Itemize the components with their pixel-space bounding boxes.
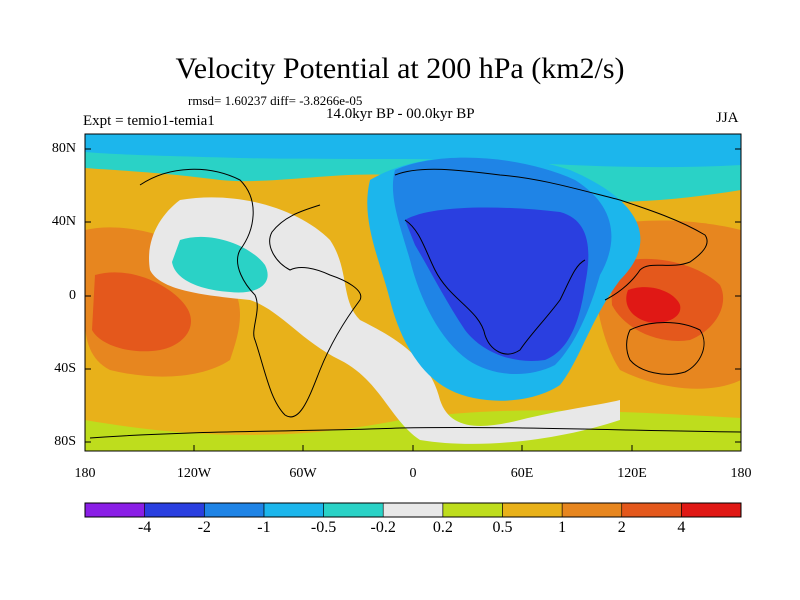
colorbar-swatch bbox=[681, 502, 742, 518]
colorbar-swatch bbox=[144, 502, 205, 518]
lon-ticks bbox=[84, 445, 742, 451]
lat-label-80n: 80N bbox=[51, 141, 76, 156]
colorbar-level-label: 2 bbox=[617, 519, 626, 536]
colorbar-level-label: -0.5 bbox=[310, 519, 337, 536]
rmsd-diff-stats: rmsd= 1.60237 diff= -3.8266e-05 bbox=[188, 93, 363, 108]
lon-label-120w: 120W bbox=[176, 466, 212, 481]
contour-band-4-west bbox=[92, 272, 191, 352]
lat-label-80s: 80S bbox=[54, 434, 76, 449]
lat-label-0: 0 bbox=[69, 288, 76, 303]
colorbar-swatch bbox=[203, 502, 265, 518]
colorbar-swatch bbox=[84, 502, 145, 518]
colorbar-level-label: -0.2 bbox=[370, 519, 396, 536]
lat-ticks bbox=[85, 148, 741, 443]
lon-label-60w: 60W bbox=[289, 466, 317, 481]
contour-fill-layer bbox=[85, 134, 741, 451]
lat-label-40s: 40S bbox=[54, 361, 76, 376]
period-label: 14.0kyr BP - 00.0kyr BP bbox=[326, 106, 475, 122]
contour-band-north-polar-inner bbox=[85, 134, 741, 168]
contour-band-atlantic-west bbox=[172, 236, 268, 293]
colorbar-level-label: 0.5 bbox=[492, 519, 513, 536]
lon-label-60e: 60E bbox=[510, 466, 534, 481]
colorbar-frame bbox=[84, 502, 742, 518]
colorbar-level-label: -4 bbox=[137, 519, 152, 536]
season-label: JJA bbox=[716, 110, 739, 126]
colorbar-swatch bbox=[561, 502, 623, 518]
contour-band-neutral-belt bbox=[149, 197, 620, 444]
colorbar bbox=[84, 502, 742, 518]
colorbar-level-label: 4 bbox=[677, 519, 686, 536]
lon-label-0: 0 bbox=[409, 466, 417, 481]
contour-band-basin-core bbox=[405, 207, 589, 361]
colorbar-swatch bbox=[382, 502, 444, 518]
colorbar-level-label: 0.2 bbox=[432, 519, 453, 536]
colorbar-swatch bbox=[263, 502, 324, 518]
colorbar-swatch bbox=[502, 502, 563, 518]
colorbar-swatch bbox=[323, 502, 384, 518]
coastline-layer bbox=[89, 168, 741, 439]
colorbar-level-label: 1 bbox=[558, 519, 567, 536]
plot-title: Velocity Potential at 200 hPa (km2/s) bbox=[175, 52, 625, 85]
lat-label-40n: 40N bbox=[51, 214, 76, 229]
colorbar-swatch bbox=[621, 502, 682, 518]
lon-label-180e: 180 bbox=[730, 466, 752, 481]
lon-label-180w: 180 bbox=[74, 466, 96, 481]
colorbar-level-label: -1 bbox=[257, 519, 271, 536]
contour-band-max-maritime bbox=[626, 287, 681, 323]
colorbar-level-label: -2 bbox=[197, 519, 211, 536]
colorbar-swatch bbox=[442, 502, 503, 518]
experiment-label: Expt = temio1-temia1 bbox=[83, 113, 215, 129]
lon-label-120e: 120E bbox=[617, 466, 647, 481]
